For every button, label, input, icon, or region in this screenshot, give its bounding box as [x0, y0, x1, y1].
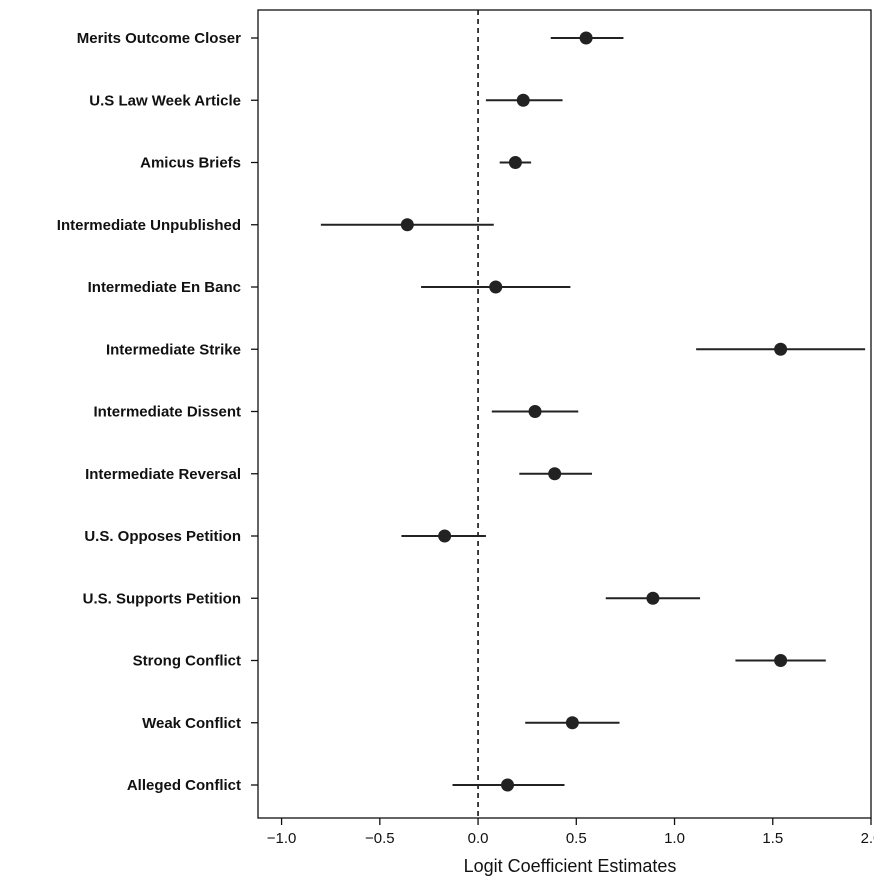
x-tick-label: 1.5 [762, 830, 783, 847]
x-axis-ticks [280, 818, 872, 825]
coefficient-points [400, 31, 788, 792]
confidence-intervals [320, 37, 866, 786]
coefficient-point [646, 591, 660, 605]
category-label: Alleged Conflict [127, 777, 241, 794]
category-label: Amicus Briefs [140, 155, 241, 172]
y-axis-ticks [251, 37, 258, 786]
x-tick-label: 0.5 [566, 830, 587, 847]
category-label: Intermediate En Banc [88, 279, 241, 296]
x-tick-label: 0.0 [468, 830, 489, 847]
coefficient-point [528, 405, 542, 418]
x-axis-title: Logit Coefficient Estimates [464, 856, 677, 876]
x-tick-label: −1.0 [267, 830, 297, 847]
category-label: Intermediate Unpublished [57, 217, 241, 234]
category-label: Weak Conflict [142, 715, 241, 732]
coefficient-point [400, 218, 414, 232]
category-label: U.S. Opposes Petition [84, 528, 241, 545]
category-label: Intermediate Strike [106, 341, 241, 358]
coefficient-point [508, 156, 522, 169]
category-label: U.S. Supports Petition [83, 590, 241, 607]
category-label: Merits Outcome Closer [77, 30, 241, 47]
coefficient-point [489, 280, 503, 294]
plot-frame [257, 9, 872, 819]
category-label: U.S Law Week Article [89, 92, 241, 109]
y-axis-category-labels: Merits Outcome Closer U.S Law Week Articl… [57, 30, 241, 794]
coefficient-point [774, 654, 788, 667]
category-label: Strong Conflict [133, 653, 241, 670]
x-tick-label: 2.0 [861, 830, 874, 847]
x-axis-tick-labels: −1.0 −0.5 0.0 0.5 1.0 1.5 2.0 [267, 830, 874, 847]
coefficient-point [579, 31, 593, 45]
coefficient-point [774, 342, 788, 356]
coefficient-point [565, 716, 579, 730]
coefficient-point [501, 778, 515, 792]
coefficient-point [516, 93, 530, 107]
coefficient-point [548, 467, 562, 481]
category-label: Intermediate Reversal [85, 466, 241, 483]
x-tick-label: −0.5 [365, 830, 395, 847]
x-tick-label: 1.0 [664, 830, 685, 847]
category-label: Intermediate Dissent [93, 404, 241, 421]
coefficient-point [438, 529, 452, 543]
